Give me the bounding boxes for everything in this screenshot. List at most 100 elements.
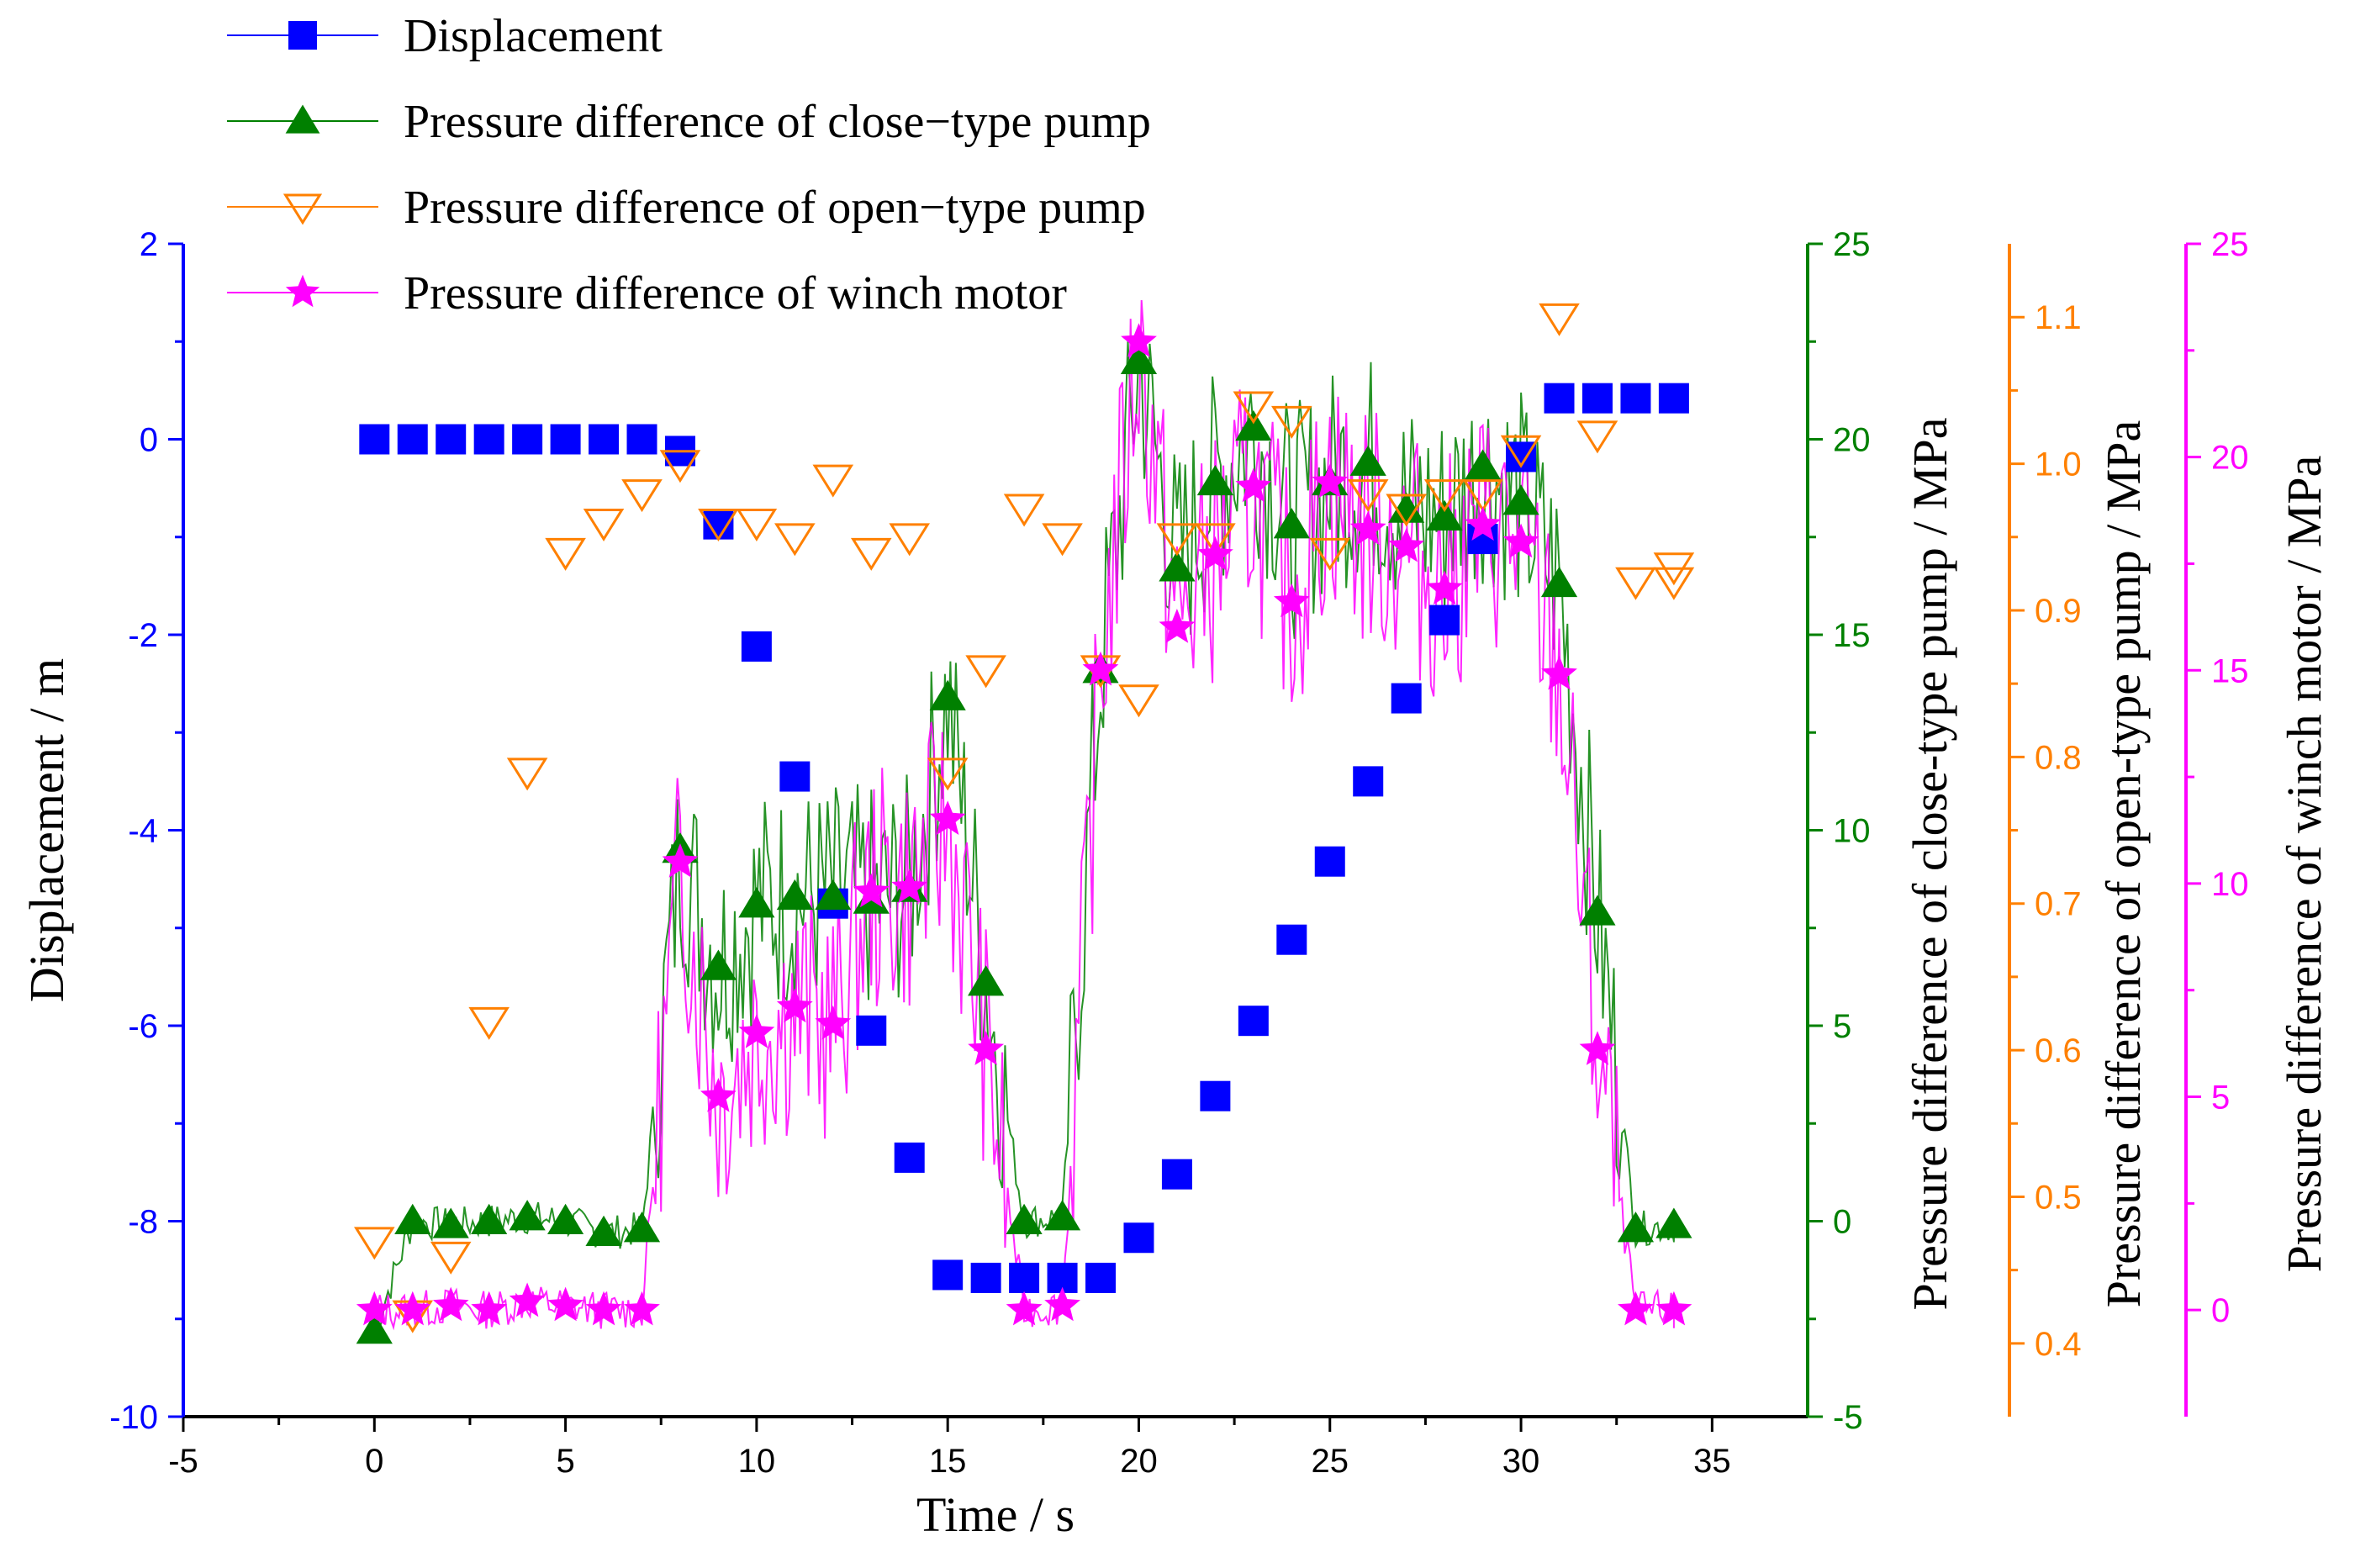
open-pump-point: [1576, 420, 1618, 454]
close-pump-point: [1349, 445, 1386, 476]
open-pump-point: [1653, 552, 1695, 586]
displacement-tick-label: -6: [128, 1008, 158, 1045]
winch-motor-point: [776, 988, 813, 1023]
open_pump-tick-label: 0.8: [2035, 739, 2082, 776]
open_pump-tick-label: 0.9: [2035, 593, 2082, 630]
close-pump-point: [1655, 1207, 1692, 1238]
x-tick-label: 35: [1693, 1443, 1731, 1480]
close-pump-point: [585, 1215, 622, 1246]
x-tick-label: 15: [929, 1443, 967, 1480]
winch-motor-point: [1197, 536, 1233, 571]
x-tick-label: 5: [556, 1443, 574, 1480]
series-close-pump: [356, 343, 1692, 1344]
displacement-point: [741, 631, 772, 662]
winch-motor-point: [738, 1014, 775, 1048]
legend-marker-close-pump: [285, 104, 320, 134]
winch-motor-point: [815, 1005, 852, 1040]
winch-motor-point: [1006, 1291, 1043, 1326]
displacement-point: [473, 424, 504, 455]
open_pump-tick-label: 0.6: [2035, 1032, 2082, 1069]
open-pump-point: [736, 508, 778, 541]
close_pump-tick-label: 0: [1833, 1204, 1851, 1241]
winch_motor-tick-label: 15: [2211, 652, 2249, 689]
legend: Displacement Pressure difference of close…: [227, 10, 1151, 319]
open-pump-point: [889, 523, 931, 557]
legend-marker-displacement: [288, 21, 317, 50]
displacement-point: [1314, 846, 1345, 877]
winch-motor-point: [1121, 323, 1157, 357]
close-pump-point: [509, 1200, 546, 1231]
displacement-tick-label: -10: [109, 1399, 158, 1436]
winch-motor-point: [547, 1286, 583, 1322]
close-pump-point: [1465, 449, 1502, 480]
open-pump-point: [1462, 479, 1503, 513]
series-displacement: [359, 383, 1689, 1293]
close-pump-point: [1043, 1200, 1081, 1231]
close_pump-tick-label: -5: [1833, 1399, 1863, 1436]
winch-motor-point: [356, 1291, 393, 1326]
winch_motor-tick-label: 10: [2211, 866, 2249, 903]
open-pump-point: [927, 758, 969, 791]
displacement-point: [1353, 766, 1384, 797]
close-pump-point: [1273, 508, 1310, 539]
close_pump-tick-label: 5: [1833, 1008, 1851, 1045]
close-pump-point: [815, 879, 852, 911]
close-pump-point: [1159, 551, 1196, 582]
displacement-point: [1276, 924, 1307, 955]
close-pump-point: [1120, 343, 1158, 375]
legend-item-winch-motor: Pressure difference of winch motor: [227, 267, 1067, 319]
legend-item-open-pump: Pressure difference of open−type pump: [227, 182, 1146, 234]
open-pump-point: [1423, 479, 1465, 513]
close-pump-point: [1196, 464, 1233, 496]
displacement-point: [589, 424, 620, 455]
close-pump-point: [700, 949, 737, 980]
close_pump-tick-label: 10: [1833, 813, 1871, 850]
legend-item-close-pump: Pressure difference of close−type pump: [227, 96, 1151, 148]
displacement-point: [1200, 1080, 1231, 1111]
displacement-point: [970, 1262, 1001, 1293]
displacement-point: [779, 761, 811, 792]
winch-motor-point: [891, 868, 928, 904]
displacement-point: [1238, 1006, 1269, 1037]
winch-motor-point: [1541, 655, 1577, 690]
close-pump-point: [776, 879, 813, 911]
legend-marker-winch-motor: [285, 274, 320, 308]
winch-motor-point: [929, 800, 966, 835]
winch-motor-point: [471, 1291, 508, 1326]
displacement-point: [1009, 1262, 1040, 1293]
close-pump-point: [929, 679, 966, 710]
close-pump-point: [356, 1313, 393, 1344]
displacement-point: [550, 424, 581, 455]
winch-motor-point: [1044, 1286, 1080, 1322]
displacement-point: [397, 424, 428, 455]
winch_motor-tick-label: 0: [2211, 1292, 2230, 1329]
winch-motor-point: [1349, 510, 1386, 546]
close-pump-point: [471, 1203, 508, 1235]
open-pump-point: [1653, 567, 1695, 600]
open-pump-point: [1042, 523, 1083, 557]
winch-motor-point: [509, 1282, 546, 1317]
displacement-point: [1429, 604, 1460, 636]
displacement-tick-label: -8: [128, 1204, 158, 1241]
x-tick-label: 25: [1312, 1443, 1349, 1480]
winch-motor-point: [1388, 527, 1425, 562]
close-pump-point: [1388, 492, 1425, 523]
x-tick-label: 10: [738, 1443, 776, 1480]
axes: -5 0 5 10 15 20 25 30 35 Time / s -10 -8 -6 -4 -2 0 2 Dis…: [19, 226, 2331, 1542]
open-pump-point: [812, 464, 854, 498]
series-winch-motor: [356, 323, 1692, 1326]
open-pump-point: [1347, 479, 1389, 513]
winch-motor-point: [662, 843, 699, 878]
close_pump-tick-label: 15: [1833, 617, 1871, 654]
open-pump-point: [1500, 435, 1542, 468]
open-pump-point: [1233, 391, 1275, 425]
displacement-tick-label: 2: [140, 226, 158, 263]
trace-winch_motor: [373, 299, 1675, 1331]
open-pump-point: [850, 537, 892, 571]
legend-marker-open-pump: [282, 193, 323, 225]
close-pump-point: [1540, 566, 1578, 598]
close-pump-point: [1426, 499, 1463, 531]
open-pump-point: [1271, 405, 1312, 439]
displacement-point: [1085, 1262, 1117, 1293]
